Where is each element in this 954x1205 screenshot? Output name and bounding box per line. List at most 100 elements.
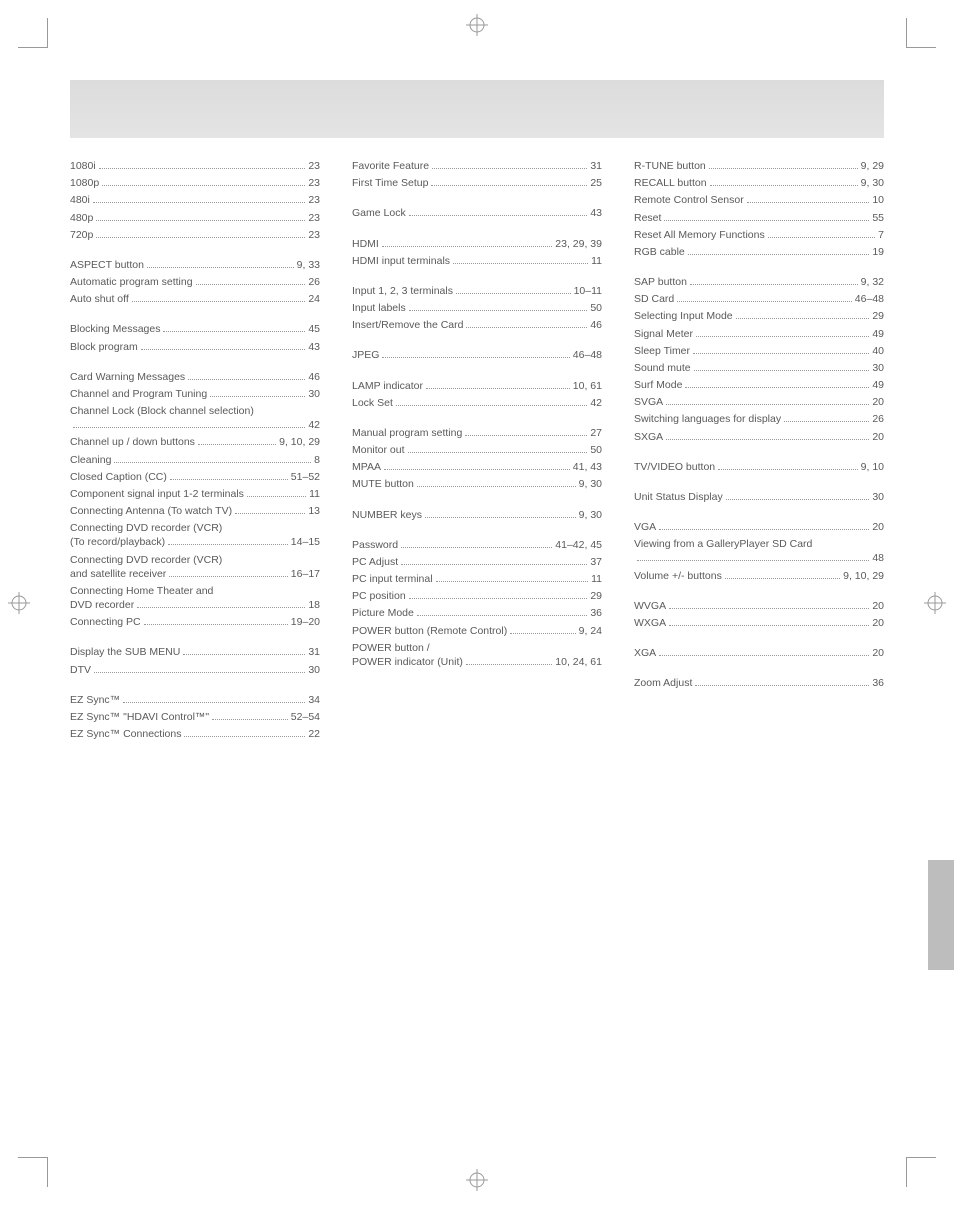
leader-dots <box>144 624 288 625</box>
index-entry-page: 20 <box>872 646 884 660</box>
index-entry-page: 50 <box>590 301 602 315</box>
index-entry-page: 8 <box>314 453 320 467</box>
leader-dots <box>212 719 288 720</box>
leader-dots <box>417 615 587 616</box>
leader-dots <box>736 318 870 319</box>
index-entry-page: 7 <box>878 228 884 242</box>
index-entry: NUMBER keys9, 30 <box>352 508 602 522</box>
index-entry: Connecting DVD recorder (VCR)(To record/… <box>70 521 320 549</box>
leader-dots <box>147 267 294 268</box>
index-entry: Closed Caption (CC)51–52 <box>70 470 320 484</box>
index-entry-label: Channel Lock (Block channel selection) <box>70 404 320 418</box>
leader-dots <box>453 263 588 264</box>
index-entry-page: 36 <box>590 606 602 620</box>
leader-dots <box>669 608 869 609</box>
index-entry-page: 20 <box>872 599 884 613</box>
crop-mark-icon <box>18 18 48 48</box>
leader-dots <box>431 185 587 186</box>
leader-dots <box>96 220 305 221</box>
index-group: LAMP indicator10, 61Lock Set42 <box>352 379 602 410</box>
index-column-3: R-TUNE button9, 29RECALL button9, 30Remo… <box>634 156 884 757</box>
index-group: Display the SUB MENU31DTV30 <box>70 645 320 676</box>
registration-mark-icon <box>466 1169 488 1191</box>
index-entry-page: 36 <box>872 676 884 690</box>
index-group: ASPECT button9, 33Automatic program sett… <box>70 258 320 307</box>
index-entry-page: 18 <box>308 598 320 612</box>
index-entry-label: Block program <box>70 340 138 354</box>
header-band <box>70 80 884 138</box>
index-entry-label: Insert/Remove the Card <box>352 318 463 332</box>
leader-dots <box>456 293 571 294</box>
index-entry-label: EZ Sync™ <box>70 693 120 707</box>
leader-dots <box>690 284 858 285</box>
leader-dots <box>183 654 305 655</box>
index-entry-page: 31 <box>590 159 602 173</box>
index-entry-label: (To record/playback) <box>70 535 165 549</box>
leader-dots <box>163 331 305 332</box>
index-entry: R-TUNE button9, 29 <box>634 159 884 173</box>
leader-dots <box>102 185 305 186</box>
index-entry-label: XGA <box>634 646 656 660</box>
index-entry-page: 9, 33 <box>297 258 320 272</box>
index-entry-label: Auto shut off <box>70 292 129 306</box>
index-entry: Switching languages for display26 <box>634 412 884 426</box>
index-entry-label: Blocking Messages <box>70 322 160 336</box>
index-entry-label: SD Card <box>634 292 674 306</box>
index-entry-label: Viewing from a GalleryPlayer SD Card <box>634 537 884 551</box>
index-entry: Connecting Antenna (To watch TV)13 <box>70 504 320 518</box>
index-entry-page: 30 <box>308 663 320 677</box>
registration-mark-icon <box>8 592 30 614</box>
index-entry: Game Lock43 <box>352 206 602 220</box>
index-entry: HDMI23, 29, 39 <box>352 237 602 251</box>
index-entry-page: 20 <box>872 520 884 534</box>
index-entry-label: Sleep Timer <box>634 344 690 358</box>
index-entry-page: 27 <box>590 426 602 440</box>
index-group: Unit Status Display30 <box>634 490 884 504</box>
index-entry-page: 46–48 <box>855 292 884 306</box>
index-entry-page: 22 <box>308 727 320 741</box>
leader-dots <box>696 336 869 337</box>
index-entry-page: 29 <box>872 309 884 323</box>
index-entry: HDMI input terminals11 <box>352 254 602 268</box>
index-entry: First Time Setup25 <box>352 176 602 190</box>
index-group: VGA20Viewing from a GalleryPlayer SD Car… <box>634 520 884 583</box>
index-entry-label: LAMP indicator <box>352 379 423 393</box>
leader-dots <box>726 499 870 500</box>
leader-dots <box>768 237 875 238</box>
page: 1080i231080p23480i23480p23720p23ASPECT b… <box>0 0 954 1205</box>
index-entry: DTV30 <box>70 663 320 677</box>
index-entry-label: Zoom Adjust <box>634 676 692 690</box>
index-entry-page: 30 <box>308 387 320 401</box>
index-entry: Cleaning8 <box>70 453 320 467</box>
leader-dots <box>94 672 305 673</box>
index-group: XGA 20 <box>634 646 884 660</box>
index-entry: Reset55 <box>634 211 884 225</box>
index-entry-page: 23 <box>308 228 320 242</box>
leader-dots <box>677 301 852 302</box>
index-group: Favorite Feature31First Time Setup25 <box>352 159 602 190</box>
index-entry: EZ Sync™34 <box>70 693 320 707</box>
index-entry-page: 48 <box>872 551 884 565</box>
index-entry-page: 41, 43 <box>573 460 602 474</box>
index-entry-page: 46 <box>308 370 320 384</box>
index-entry: Block program43 <box>70 340 320 354</box>
index-entry-label: Connecting DVD recorder (VCR) <box>70 553 320 567</box>
index-entry: TV/VIDEO button9, 10 <box>634 460 884 474</box>
index-entry: Password41–42, 45 <box>352 538 602 552</box>
index-group: SAP button9, 32SD Card46–48Selecting Inp… <box>634 275 884 444</box>
leader-dots <box>688 254 870 255</box>
leader-dots <box>685 387 869 388</box>
leader-dots <box>666 404 869 405</box>
index-entry-label: POWER indicator (Unit) <box>352 655 463 669</box>
leader-dots <box>99 168 306 169</box>
leader-dots <box>659 529 869 530</box>
index-group: JPEG46–48 <box>352 348 602 362</box>
index-entry-page: 13 <box>308 504 320 518</box>
index-column-2: Favorite Feature31First Time Setup25Game… <box>352 156 602 757</box>
index-entry-label: and satellite receiver <box>70 567 166 581</box>
index-entry: Unit Status Display30 <box>634 490 884 504</box>
index-entry: XGA 20 <box>634 646 884 660</box>
index-entry-page: 23, 29, 39 <box>555 237 602 251</box>
index-entry-label: Monitor out <box>352 443 405 457</box>
index-entry-page: 11 <box>591 572 602 586</box>
